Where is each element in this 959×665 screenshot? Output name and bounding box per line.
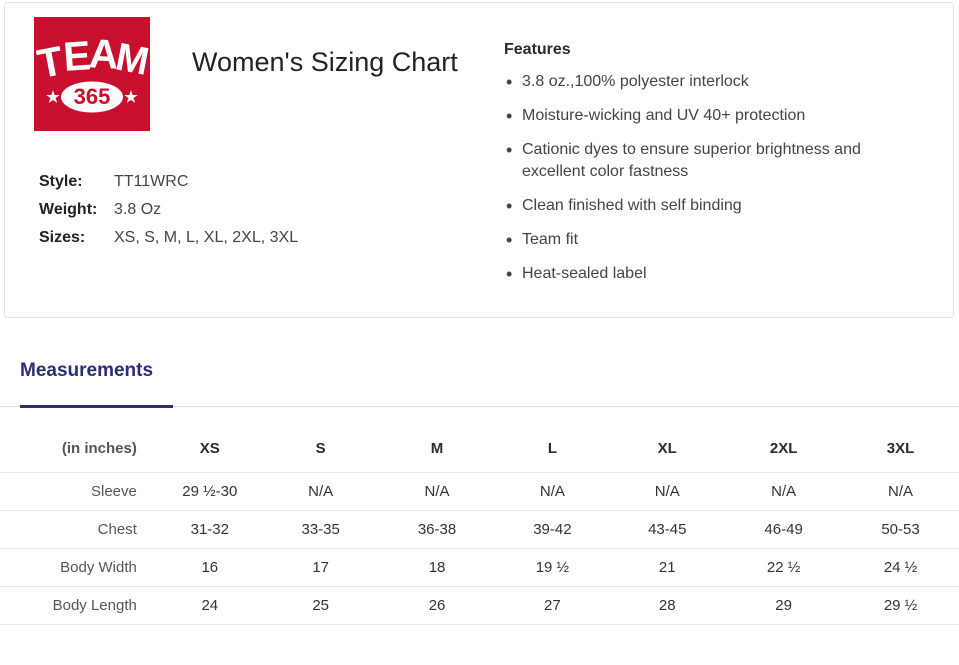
svg-text:★: ★ — [46, 89, 60, 106]
svg-text:365: 365 — [74, 84, 111, 109]
svg-text:★: ★ — [124, 89, 138, 106]
